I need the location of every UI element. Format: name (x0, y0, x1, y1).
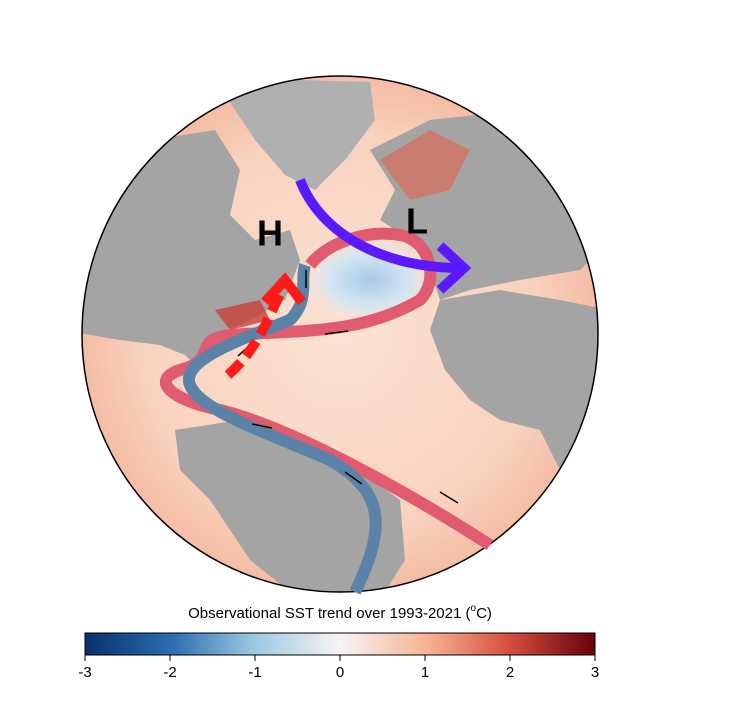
dashed-arrow (224, 284, 288, 379)
globe (82, 76, 598, 592)
colorbar-label: Observational SST trend over 1993-2021 (… (188, 603, 492, 622)
colorbar (84, 632, 596, 656)
low-label: L (406, 201, 428, 242)
globe-outline (81, 75, 599, 593)
high-label: H (257, 213, 283, 254)
tick-label: -1 (248, 664, 261, 681)
label-superscript: o (471, 603, 477, 614)
warm-current (160, 227, 494, 551)
tick-label: 3 (591, 664, 599, 681)
tick-label: -3 (78, 664, 91, 681)
colorbar-ticks: -3 -2 -1 0 1 2 3 (78, 655, 599, 681)
wind-arrow (295, 178, 463, 273)
label-text: Observational SST trend over 1993-2021 ( (188, 605, 470, 622)
cold-current (183, 263, 382, 595)
tick-label: 2 (506, 664, 514, 681)
tick-label: -2 (163, 664, 176, 681)
tick-label: 0 (336, 664, 344, 681)
wind-arrow-head (436, 242, 472, 294)
tick-label: 1 (421, 664, 429, 681)
label-text: C) (476, 605, 492, 622)
dashed-arrow-head (261, 272, 306, 306)
